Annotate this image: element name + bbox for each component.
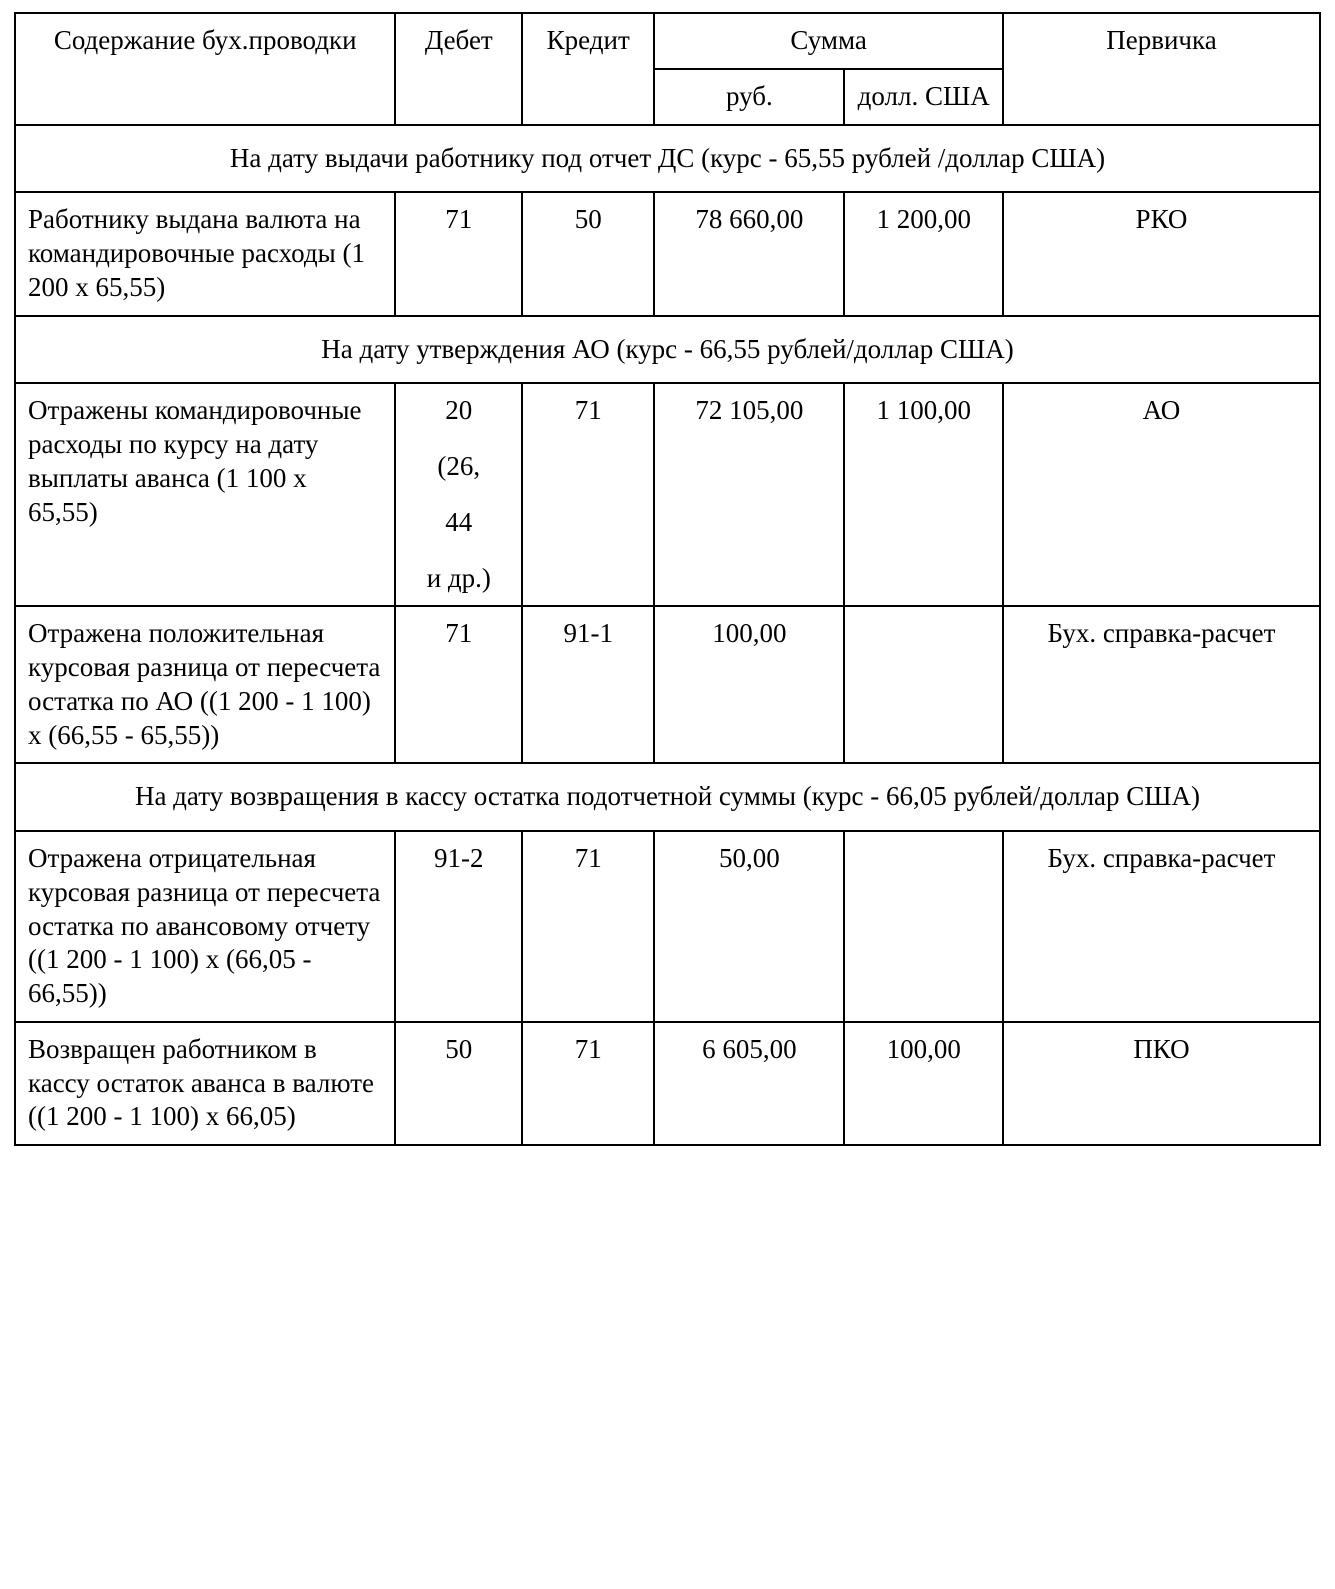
debit-stack-line: (26, — [408, 450, 509, 484]
cell-rub: 50,00 — [654, 831, 844, 1022]
cell-description: Отражены командировочные расходы по курс… — [15, 383, 395, 606]
cell-rub: 78 660,00 — [654, 192, 844, 315]
cell-rub: 72 105,00 — [654, 383, 844, 606]
table-row: Работнику выдана валюта на командировочн… — [15, 192, 1320, 315]
cell-usd: 1 200,00 — [844, 192, 1003, 315]
section-row: На дату выдачи работнику под отчет ДС (к… — [15, 125, 1320, 193]
cell-usd: 100,00 — [844, 1022, 1003, 1145]
cell-debit: 71 — [395, 606, 522, 763]
cell-document: АО — [1003, 383, 1320, 606]
section-row: На дату утверждения АО (курс - 66,55 руб… — [15, 316, 1320, 384]
cell-credit: 71 — [522, 1022, 654, 1145]
cell-document: РКО — [1003, 192, 1320, 315]
col-amount-rub: руб. — [654, 69, 844, 125]
debit-stack-line: 44 — [408, 506, 509, 540]
cell-rub: 100,00 — [654, 606, 844, 763]
cell-description: Отражена отрицательная курсовая разница … — [15, 831, 395, 1022]
cell-usd — [844, 831, 1003, 1022]
cell-debit: 71 — [395, 192, 522, 315]
table-header-row-1: Содержание бух.проводки Дебет Кредит Сум… — [15, 13, 1320, 69]
table-row: Возвращен работником в кассу остаток ава… — [15, 1022, 1320, 1145]
debit-stack-line: и др.) — [408, 562, 509, 596]
section-title: На дату утверждения АО (курс - 66,55 руб… — [15, 316, 1320, 384]
cell-description: Отражена положительная курсовая разница … — [15, 606, 395, 763]
cell-document: ПКО — [1003, 1022, 1320, 1145]
cell-usd: 1 100,00 — [844, 383, 1003, 606]
cell-credit: 91-1 — [522, 606, 654, 763]
col-amount-usd: долл. США — [844, 69, 1003, 125]
cell-debit: 91-2 — [395, 831, 522, 1022]
cell-debit: 20 (26, 44 и др.) — [395, 383, 522, 606]
cell-usd — [844, 606, 1003, 763]
section-title: На дату возвращения в кассу остатка подо… — [15, 763, 1320, 831]
section-title: На дату выдачи работнику под отчет ДС (к… — [15, 125, 1320, 193]
cell-debit: 50 — [395, 1022, 522, 1145]
col-description: Содержание бух.проводки — [15, 13, 395, 125]
cell-description: Работнику выдана валюта на командировочн… — [15, 192, 395, 315]
cell-document: Бух. справка-расчет — [1003, 606, 1320, 763]
table-row: Отражены командировочные расходы по курс… — [15, 383, 1320, 606]
cell-credit: 50 — [522, 192, 654, 315]
cell-description: Возвращен работником в кассу остаток ава… — [15, 1022, 395, 1145]
col-document: Первичка — [1003, 13, 1320, 125]
col-credit: Кредит — [522, 13, 654, 125]
cell-credit: 71 — [522, 831, 654, 1022]
cell-rub: 6 605,00 — [654, 1022, 844, 1145]
col-amount-group: Сумма — [654, 13, 1003, 69]
cell-credit: 71 — [522, 383, 654, 606]
accounting-entries-table: Содержание бух.проводки Дебет Кредит Сум… — [14, 12, 1321, 1146]
cell-document: Бух. справка-расчет — [1003, 831, 1320, 1022]
section-row: На дату возвращения в кассу остатка подо… — [15, 763, 1320, 831]
table-row: Отражена отрицательная курсовая разница … — [15, 831, 1320, 1022]
table-row: Отражена положительная курсовая разница … — [15, 606, 1320, 763]
debit-stack-line: 20 — [408, 394, 509, 428]
col-debit: Дебет — [395, 13, 522, 125]
